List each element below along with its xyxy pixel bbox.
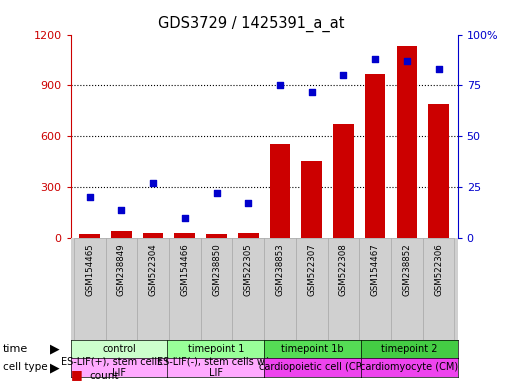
Bar [270,144,290,238]
Bar [333,124,354,238]
Bar [169,238,201,340]
Text: GSM522305: GSM522305 [244,243,253,296]
Text: GSM238850: GSM238850 [212,243,221,296]
Bar [79,234,100,238]
Point [308,88,316,94]
Bar [396,46,417,238]
Text: cardiomyocyte (CM): cardiomyocyte (CM) [360,362,458,372]
Text: cardiopoietic cell (CP): cardiopoietic cell (CP) [259,362,366,372]
Text: GSM238852: GSM238852 [402,243,412,296]
Text: GSM154465: GSM154465 [85,243,94,296]
Text: control: control [102,344,136,354]
Text: ■: ■ [71,368,82,381]
Text: GSM238849: GSM238849 [117,243,126,296]
Point [371,56,379,62]
Text: GSM154466: GSM154466 [180,243,189,296]
Text: count: count [89,371,118,381]
Point [180,215,189,221]
Text: GSM154467: GSM154467 [371,243,380,296]
Bar [232,238,264,340]
Bar [296,238,327,340]
Bar [137,238,169,340]
Bar [301,161,322,238]
Bar [365,74,385,238]
Point [244,200,253,207]
Text: GSM522308: GSM522308 [339,243,348,296]
Bar [327,238,359,340]
Bar [74,238,106,340]
Bar [111,231,132,238]
Text: ES-LIF(+), stem cells w/
LIF: ES-LIF(+), stem cells w/ LIF [61,357,177,378]
Text: GSM238853: GSM238853 [276,243,285,296]
Text: GSM522304: GSM522304 [149,243,157,296]
Bar [201,238,232,340]
Bar [391,238,423,340]
Text: timepoint 1b: timepoint 1b [281,344,344,354]
Text: cell type: cell type [3,362,47,372]
Point [149,180,157,186]
Bar [175,233,195,238]
Point [212,190,221,196]
Point [85,194,94,200]
Text: ES-LIF(-), stem cells w/o
LIF: ES-LIF(-), stem cells w/o LIF [157,357,274,378]
Point [403,58,411,64]
Bar [206,234,227,238]
Bar [359,238,391,340]
Text: GDS3729 / 1425391_a_at: GDS3729 / 1425391_a_at [158,15,344,31]
Text: ■: ■ [71,381,82,384]
Bar [143,233,163,238]
Point [276,83,284,89]
Point [435,66,443,72]
Bar [106,238,137,340]
Bar [423,238,454,340]
Text: timepoint 2: timepoint 2 [381,344,438,354]
Text: time: time [3,344,28,354]
Bar [238,233,258,238]
Text: ▶: ▶ [50,343,60,355]
Bar [428,104,449,238]
Point [117,207,126,213]
Text: GSM522306: GSM522306 [434,243,443,296]
Text: ▶: ▶ [50,361,60,374]
Point [339,72,348,78]
Text: timepoint 1: timepoint 1 [188,344,244,354]
Text: GSM522307: GSM522307 [307,243,316,296]
Bar [264,238,296,340]
